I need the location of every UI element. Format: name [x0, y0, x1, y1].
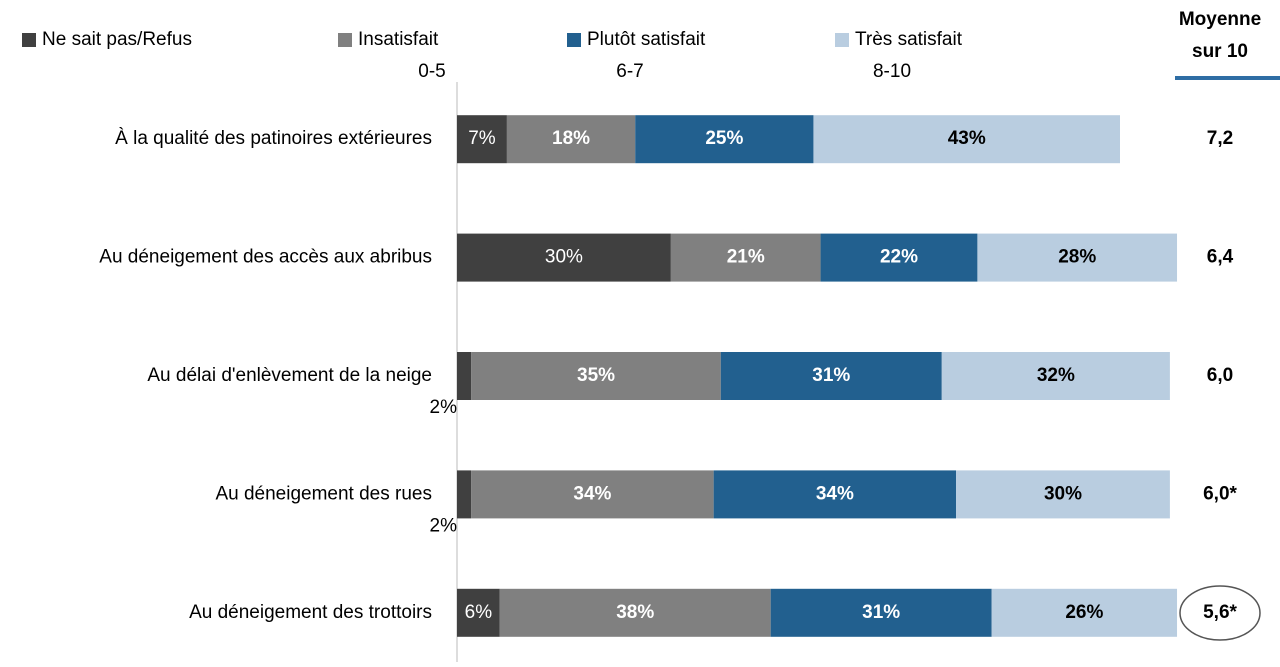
average-value: 6,0: [1207, 365, 1233, 386]
bar-segment: [457, 233, 671, 282]
bar-segment: [506, 115, 636, 164]
bar-segment: [713, 470, 957, 519]
legend-sublabel: 8-10: [873, 61, 911, 82]
average-value: 6,0*: [1203, 483, 1237, 504]
value-label: 30%: [1044, 483, 1082, 504]
value-label: 28%: [1058, 247, 1096, 268]
bar-segment: [991, 588, 1178, 637]
legend-label: Insatisfait: [358, 29, 439, 50]
average-header: sur 10: [1192, 41, 1248, 62]
average-header: Moyenne: [1179, 9, 1261, 30]
legend-swatch: [835, 33, 849, 47]
value-label: 22%: [880, 247, 918, 268]
legend-label: Plutôt satisfait: [587, 29, 706, 50]
legend-swatch: [567, 33, 581, 47]
bar-segment: [813, 115, 1120, 164]
value-label: 35%: [577, 365, 615, 386]
value-label: 18%: [552, 128, 590, 149]
bar-segment: [471, 352, 721, 400]
bar-segment: [457, 352, 472, 400]
legend-label: Ne sait pas/Refus: [42, 29, 192, 50]
value-label: 34%: [816, 483, 854, 504]
bar-segment: [770, 588, 992, 637]
legend-sublabel: 0-5: [418, 61, 445, 82]
bar-segment: [635, 115, 814, 164]
bar-segment: [670, 233, 821, 282]
bar-segment: [457, 470, 472, 519]
legend-swatch: [338, 33, 352, 47]
category-label: Au déneigement des trottoirs: [189, 602, 432, 623]
category-label: Au déneigement des rues: [215, 483, 432, 504]
bar-segment: [720, 352, 942, 400]
value-label: 6%: [465, 602, 493, 623]
bar-segment: [499, 588, 771, 637]
bar-segment: [956, 470, 1170, 519]
bar-segment: [820, 233, 978, 282]
average-value: 6,4: [1207, 247, 1234, 268]
bar-segment: [941, 352, 1170, 400]
value-label: 31%: [812, 365, 850, 386]
bar-segment: [457, 588, 500, 637]
category-label: Au délai d'enlèvement de la neige: [147, 365, 432, 386]
category-label: À la qualité des patinoires extérieures: [115, 128, 432, 149]
legend-swatch: [22, 33, 36, 47]
value-label: 43%: [948, 128, 986, 149]
bar-segment: [471, 470, 714, 519]
average-value: 5,6*: [1203, 602, 1237, 623]
category-label: Au déneigement des accès aux abribus: [99, 247, 432, 268]
value-label: 31%: [862, 602, 900, 623]
value-label: 2%: [430, 397, 458, 418]
value-label: 34%: [573, 483, 611, 504]
legend-label: Très satisfait: [855, 29, 963, 50]
highlight-circle: [1179, 585, 1261, 641]
value-label: 2%: [430, 515, 458, 536]
value-label: 21%: [727, 247, 765, 268]
bar-segment: [457, 115, 507, 164]
legend-sublabel: 6-7: [616, 61, 643, 82]
value-label: 32%: [1037, 365, 1075, 386]
value-label: 38%: [616, 602, 654, 623]
value-label: 26%: [1065, 602, 1103, 623]
bar-segment: [977, 233, 1178, 282]
value-label: 25%: [705, 128, 743, 149]
average-value: 7,2: [1207, 128, 1233, 149]
value-label: 7%: [468, 128, 496, 149]
value-label: 30%: [545, 247, 583, 268]
